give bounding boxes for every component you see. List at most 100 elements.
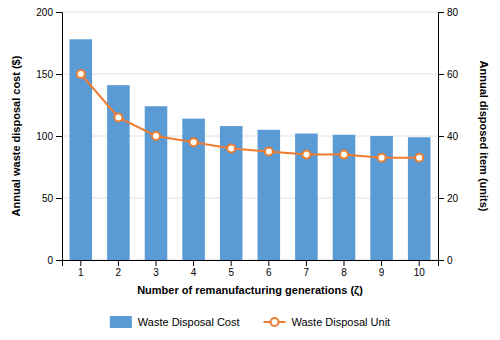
legend-item: Waste Disposal Unit (264, 316, 391, 328)
tick-mark (438, 136, 444, 137)
bar (295, 134, 318, 260)
tick: 40 (438, 131, 459, 142)
legend-marker (271, 318, 279, 326)
tick: 150 (36, 69, 62, 80)
tick-mark (306, 260, 307, 266)
tick-label: 0 (47, 255, 53, 266)
plot: 12345678910050100150200020406080Number o… (10, 7, 490, 297)
tick-label: 7 (304, 267, 310, 278)
tick-label: 5 (228, 267, 234, 278)
bar (145, 106, 168, 260)
tick-mark (193, 260, 194, 266)
tick-label: 200 (36, 7, 53, 18)
tick: 4 (191, 260, 197, 278)
tick: 6 (266, 260, 272, 278)
bar (408, 137, 431, 260)
line-series (77, 70, 423, 162)
tick-label: 10 (414, 267, 426, 278)
tick-label: 40 (447, 131, 459, 142)
tick-mark (56, 74, 62, 75)
tick-label: 60 (447, 69, 459, 80)
tick-mark (80, 260, 81, 266)
tick-label: 20 (447, 193, 459, 204)
axis-domain (63, 261, 439, 267)
tick: 50 (42, 193, 62, 204)
tick: 80 (438, 7, 459, 18)
y2-axis: 0 20 40 60 80 (438, 7, 459, 266)
tick-mark (56, 260, 62, 261)
marker (190, 138, 198, 146)
tick-label: 9 (379, 267, 385, 278)
tick: 2 (116, 260, 122, 278)
legend-item: Waste Disposal Cost (110, 316, 240, 328)
bar (70, 39, 93, 260)
tick: 0 (438, 255, 453, 266)
marker (340, 151, 348, 159)
grid (62, 12, 438, 260)
grid-line (62, 12, 438, 13)
marker (302, 151, 310, 159)
tick: 1 (78, 260, 84, 278)
tick-mark (381, 260, 382, 266)
marks (70, 39, 431, 260)
tick: 200 (36, 7, 62, 18)
tick: 9 (379, 260, 385, 278)
x-axis: 1 2 3 4 5 6 7 8 9 10 (63, 260, 439, 278)
tick-label: 4 (191, 267, 197, 278)
tick-label: 150 (36, 69, 53, 80)
tick-mark (268, 260, 269, 266)
tick-label: 50 (42, 193, 54, 204)
tick-label: 3 (153, 267, 159, 278)
tick: 20 (438, 193, 459, 204)
bar (333, 135, 356, 260)
tick-label: 2 (116, 267, 122, 278)
tick-label: 100 (36, 131, 53, 142)
bar (258, 130, 281, 260)
tick-label: 8 (341, 267, 347, 278)
tick-label: 0 (447, 255, 453, 266)
legend: Waste Disposal Cost Waste Disposal Unit (110, 316, 390, 328)
marker (227, 144, 235, 152)
marker (152, 132, 160, 140)
tick: 8 (341, 260, 347, 278)
marker (378, 154, 386, 162)
axis-domain (439, 13, 445, 261)
tick: 0 (47, 255, 62, 266)
y-axis-title: Annual waste disposal cost ($) (10, 55, 22, 216)
marker (114, 113, 122, 121)
y-axis: 0 50 100 150 200 (36, 7, 62, 266)
tick-mark (438, 198, 444, 199)
axis-domain (56, 13, 63, 261)
marker (265, 148, 273, 156)
tick-label: 80 (447, 7, 459, 18)
tick-mark (438, 260, 444, 261)
x-axis-title: Number of remanufacturing generations (ζ… (137, 284, 363, 297)
line (81, 74, 419, 158)
marker (415, 154, 423, 162)
bar-series (70, 39, 431, 260)
legend-label: Waste Disposal Unit (292, 316, 391, 328)
legend-label: Waste Disposal Cost (138, 316, 240, 328)
tick: 10 (414, 260, 426, 278)
bar (182, 119, 205, 260)
tick-mark (56, 136, 62, 137)
tick-mark (118, 260, 119, 266)
marker (77, 70, 85, 78)
grid-line (62, 74, 438, 75)
bar (370, 136, 393, 260)
tick-mark (231, 260, 232, 266)
tick-mark (156, 260, 157, 266)
chart: 12345678910050100150200020406080Number o… (0, 0, 500, 340)
tick: 7 (304, 260, 310, 278)
tick-mark (438, 74, 444, 75)
tick-mark (56, 12, 62, 13)
tick: 100 (36, 131, 62, 142)
tick-mark (438, 12, 444, 13)
tick: 3 (153, 260, 159, 278)
tick-label: 1 (78, 267, 84, 278)
legend-swatch (110, 316, 132, 328)
bar (107, 85, 130, 260)
y2-axis-title: Annual disposed item (units) (478, 61, 490, 212)
tick: 5 (228, 260, 234, 278)
tick-mark (56, 198, 62, 199)
